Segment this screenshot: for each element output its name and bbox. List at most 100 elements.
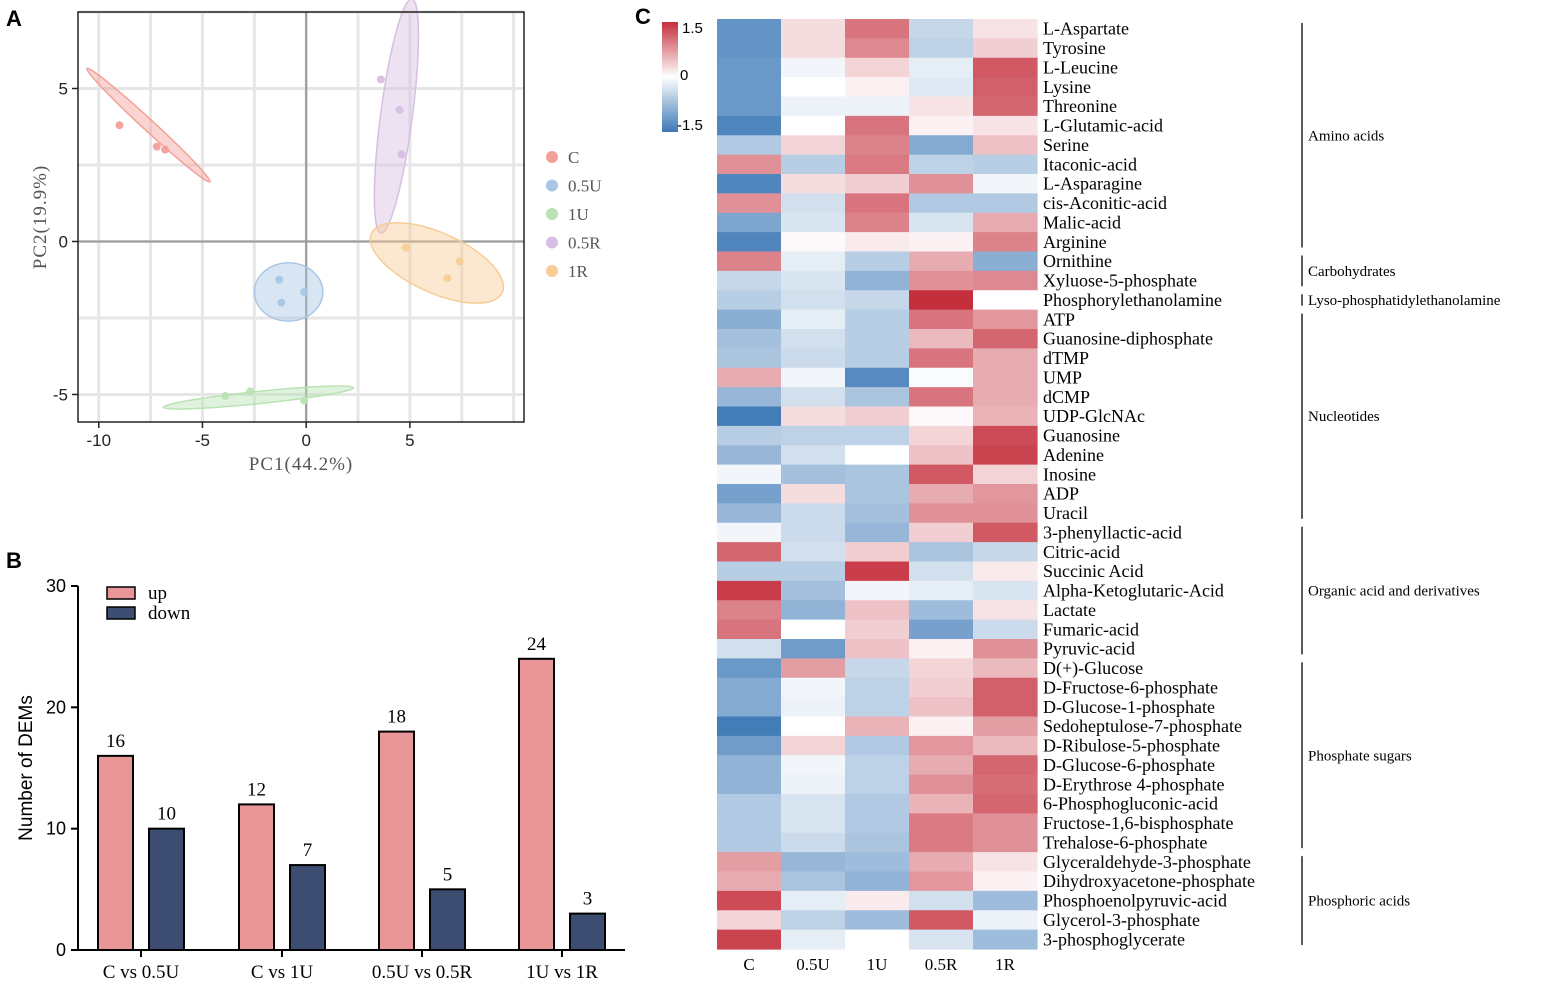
heatmap-cell [973, 77, 1038, 98]
bar-legend-swatch-up [106, 586, 136, 600]
pca-y-axis-label: PC2(19.9%) [30, 165, 51, 269]
colorbar-tick-mid: 0 [680, 67, 688, 84]
heatmap-cell [909, 813, 974, 834]
heatmap-cell [717, 174, 782, 194]
bar-value-label: 24 [527, 634, 547, 655]
heatmap-cell [845, 716, 910, 737]
heatmap-row-label: ATP [1043, 309, 1075, 329]
pca-ellipses [86, 0, 505, 410]
heatmap-cell [909, 522, 974, 543]
heatmap-cell [845, 329, 910, 349]
heatmap-cell [781, 425, 846, 446]
heatmap-cell [781, 639, 846, 659]
heatmap-cell [909, 600, 974, 621]
bar-y-tick-label: 0 [56, 940, 66, 960]
heatmap-cell [717, 309, 782, 330]
heatmap-group-label: Nucleotides [1308, 409, 1380, 425]
pca-x-axis-label: PC1(44.2%) [249, 454, 353, 475]
colorbar [662, 22, 678, 132]
heatmap-cell [717, 77, 782, 98]
heatmap-group-label: Organic acid and derivatives [1308, 584, 1480, 600]
heatmap-cell [781, 329, 846, 349]
bar-axes: C vs 0.5U C vs 1U 0.5U vs 0.5R 1U vs 1R 0 10 2… [46, 576, 625, 983]
heatmap-cell [845, 425, 910, 446]
heatmap-cell [973, 542, 1038, 563]
heatmap-cell [845, 348, 910, 369]
heatmap-cell [717, 445, 782, 466]
heatmap-cell [909, 871, 974, 892]
heatmap-cell [717, 813, 782, 834]
heatmap-cell [973, 329, 1038, 349]
colorbar-tick-max: 1.5 [682, 20, 703, 37]
pca-legend: C 0.5U 1U 0.5R 1R [546, 148, 602, 281]
heatmap-cell [845, 580, 910, 601]
heatmap-cell [909, 445, 974, 466]
heatmap-cell [845, 251, 910, 272]
heatmap-cell [909, 832, 974, 853]
heatmap-cell [717, 755, 782, 776]
heatmap-cell [909, 309, 974, 330]
heatmap-cell [845, 19, 910, 39]
pca-chart: -10 -5 0 5 -5 0 5 PC1(44.2%) PC2(19.9%) C 0.5U 1… [30, 0, 602, 475]
heatmap-cell [781, 19, 846, 39]
heatmap-cell [845, 890, 910, 911]
heatmap-cell [909, 890, 974, 911]
heatmap-cell [973, 270, 1038, 291]
pca-legend-label: 0.5U [568, 177, 602, 196]
heatmap-cell [717, 464, 782, 485]
heatmap-cell [973, 406, 1038, 427]
heatmap-cell [845, 600, 910, 621]
heatmap-cell [973, 387, 1038, 408]
heatmap-cell [973, 774, 1038, 795]
bar-up [378, 730, 415, 951]
heatmap-cell [973, 503, 1038, 524]
heatmap-cell [717, 561, 782, 582]
pca-ellipse-0.5U [253, 262, 324, 322]
bar-category-label: C vs 0.5U [103, 962, 180, 983]
pca-point-0.5R [376, 75, 385, 84]
bar-y-tick-label: 20 [46, 697, 66, 717]
heatmap-row-label: Fumaric-acid [1043, 619, 1139, 639]
heatmap-cell [781, 658, 846, 679]
heatmap-row-label: 3-phenyllactic-acid [1043, 522, 1182, 542]
heatmap-cell [973, 639, 1038, 659]
heatmap-row-label: ADP [1043, 484, 1079, 504]
heatmap-cell [845, 212, 910, 233]
pca-legend-label: 1U [568, 205, 589, 224]
heatmap-cell [717, 212, 782, 233]
heatmap-cell [717, 329, 782, 349]
heatmap-cell [781, 832, 846, 853]
heatmap-cell [909, 387, 974, 408]
heatmap-cell [909, 503, 974, 524]
pca-point-1U [246, 387, 255, 396]
heatmap-row-label: Alpha-Ketoglutaric-Acid [1043, 581, 1224, 601]
heatmap-cell [781, 154, 846, 175]
pca-legend-swatch-C [546, 151, 558, 163]
heatmap-cell [909, 19, 974, 39]
heatmap-cell [845, 77, 910, 98]
bar-category-label: 0.5U vs 0.5R [372, 962, 473, 983]
heatmap-column-label: 1U [867, 955, 888, 974]
heatmap-cell [909, 464, 974, 485]
heatmap-cell [717, 639, 782, 659]
heatmap-cell [973, 658, 1038, 679]
heatmap-cell [717, 658, 782, 679]
heatmap-cell [973, 135, 1038, 156]
heatmap-cell [973, 193, 1038, 214]
bar-legend-label: down [148, 603, 191, 624]
heatmap-cell [717, 115, 782, 136]
heatmap-cell [781, 600, 846, 621]
heatmap-row-label: 3-phosphoglycerate [1043, 929, 1185, 949]
panel-label-c: C [635, 4, 651, 29]
heatmap-row-label: Ornithine [1043, 251, 1112, 271]
heatmap-cell [973, 464, 1038, 485]
heatmap-row-label: Dihydroxyacetone-phosphate [1043, 871, 1255, 891]
heatmap-cell [717, 677, 782, 698]
pca-x-tick-label: 0 [301, 431, 310, 450]
heatmap-cell [973, 174, 1038, 194]
heatmap-cell [973, 115, 1038, 136]
heatmap-cell [973, 697, 1038, 718]
heatmap-cell [845, 270, 910, 291]
heatmap-cell [717, 619, 782, 640]
pca-points [115, 75, 464, 405]
